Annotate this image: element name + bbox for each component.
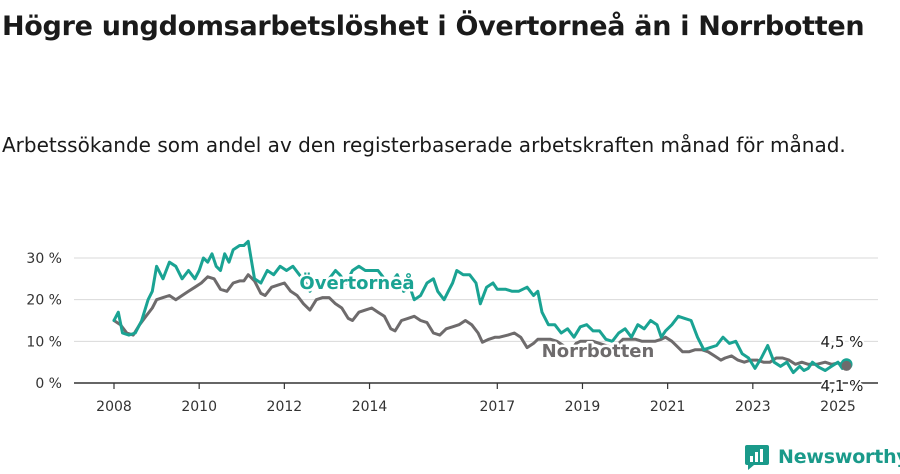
series-line-overtornea: [112, 239, 848, 375]
end-label-overtornea: 4,5 %: [821, 333, 864, 351]
x-tick-label: 2008: [96, 399, 132, 415]
y-tick-label: 0 %: [35, 376, 62, 392]
series-lines: [112, 239, 853, 375]
series-line-norrbotten: [112, 273, 848, 368]
x-tick-label: 2019: [565, 399, 601, 415]
y-axis-labels: 0 % 10 % 20 % 30 %: [26, 251, 62, 392]
x-tick-label: 2021: [650, 399, 686, 415]
end-label-norrbotten: 4,1 %: [821, 377, 864, 395]
chart-subtitle: Arbetssökande som andel av den registerb…: [2, 133, 846, 157]
x-tick-label: 2012: [267, 399, 303, 415]
x-tick-label: 2010: [181, 399, 217, 415]
chart-title: Högre ungdomsarbetslöshet i Övertorneå ä…: [2, 11, 865, 42]
x-tick-label: 2017: [479, 399, 515, 415]
x-axis: 2008 2010 2012 2014 2017 2019 2021 2023 2025: [74, 382, 878, 415]
series-labels: Övertorneå Norrbotten 4,5 % 4,1 %: [297, 270, 866, 398]
brand-name: Newsworthy: [778, 446, 900, 468]
gridlines: [74, 257, 878, 342]
newsworthy-logo-icon: [745, 445, 769, 470]
y-tick-label: 30 %: [26, 251, 62, 267]
newsworthy-brand[interactable]: Newsworthy: [744, 442, 900, 472]
x-tick-label: 2025: [820, 399, 856, 415]
y-tick-label: 20 %: [26, 293, 62, 309]
end-point-norrbotten: [841, 360, 852, 371]
y-tick-label: 10 %: [26, 334, 62, 350]
x-tick-label: 2023: [735, 399, 771, 415]
series-label-norrbotten: Norrbotten: [542, 341, 655, 362]
x-tick-label: 2014: [352, 399, 388, 415]
series-label-overtornea: Övertorneå: [299, 272, 414, 294]
